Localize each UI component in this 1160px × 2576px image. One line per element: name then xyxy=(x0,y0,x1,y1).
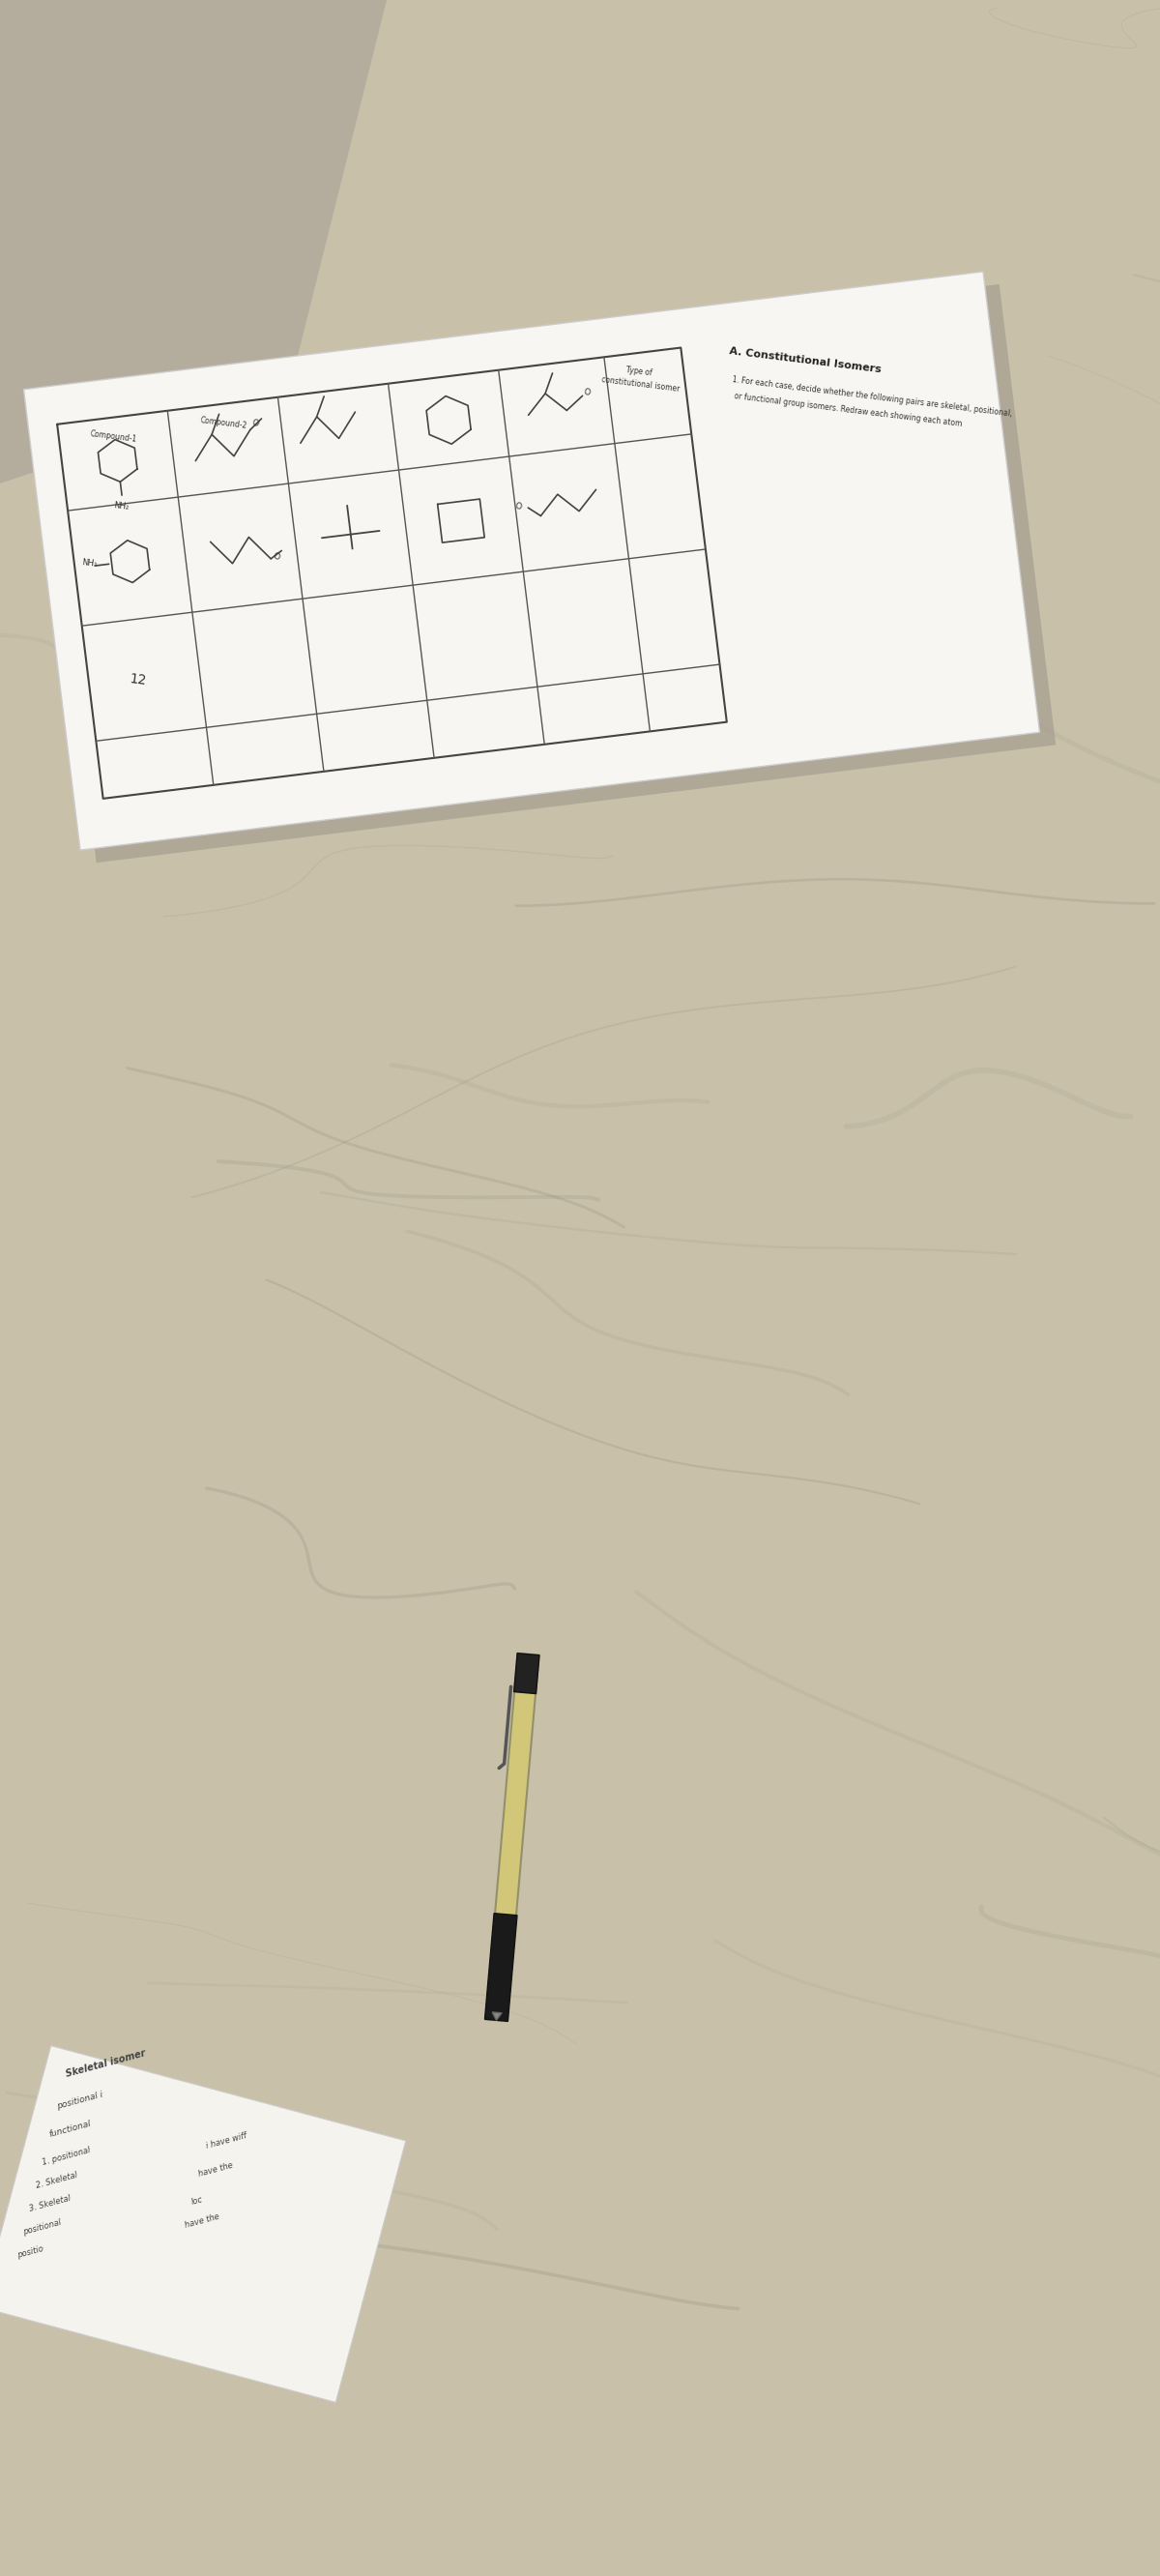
Text: loc: loc xyxy=(190,2195,204,2208)
Polygon shape xyxy=(485,1914,517,2022)
Text: have the: have the xyxy=(184,2213,220,2231)
Text: O: O xyxy=(583,386,592,397)
Polygon shape xyxy=(492,2012,502,2020)
Polygon shape xyxy=(39,283,1056,863)
Text: Type of: Type of xyxy=(625,366,652,379)
Text: NH₂: NH₂ xyxy=(81,559,97,569)
Text: O: O xyxy=(515,502,522,513)
Text: or functional group isomers. Redraw each showing each atom: or functional group isomers. Redraw each… xyxy=(734,392,963,428)
Text: 1. For each case, decide whether the following pairs are skeletal, positional,: 1. For each case, decide whether the fol… xyxy=(732,376,1013,417)
Text: 1. positional: 1. positional xyxy=(41,2146,92,2166)
Text: positional i: positional i xyxy=(56,2089,104,2110)
Text: Skeletal isomer: Skeletal isomer xyxy=(65,2048,146,2079)
Polygon shape xyxy=(23,270,1039,850)
Polygon shape xyxy=(0,0,386,484)
Text: 2. Skeletal: 2. Skeletal xyxy=(35,2172,78,2190)
Text: Compound-1: Compound-1 xyxy=(89,430,138,443)
Text: O: O xyxy=(273,551,281,562)
Polygon shape xyxy=(514,1654,539,1692)
Text: 3. Skeletal: 3. Skeletal xyxy=(28,2195,72,2213)
Text: 12: 12 xyxy=(129,672,147,688)
Text: constitutional isomer: constitutional isomer xyxy=(601,376,680,394)
Text: positional: positional xyxy=(22,2218,63,2236)
Text: functional: functional xyxy=(49,2120,93,2138)
Polygon shape xyxy=(0,2045,406,2403)
Text: NH₂: NH₂ xyxy=(113,500,129,510)
Text: Compound-2: Compound-2 xyxy=(200,415,248,430)
Text: i have wiff: i have wiff xyxy=(205,2130,248,2151)
Text: positio: positio xyxy=(16,2244,44,2259)
Text: A. Constitutional Isomers: A. Constitutional Isomers xyxy=(728,348,882,376)
Text: O: O xyxy=(252,417,260,428)
Text: have the: have the xyxy=(197,2161,234,2179)
Polygon shape xyxy=(486,1654,539,2022)
